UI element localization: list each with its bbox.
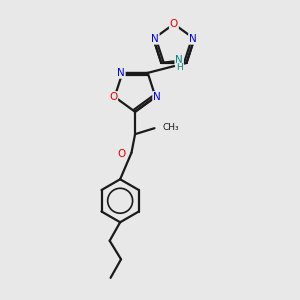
Text: H: H [176, 64, 182, 73]
Text: N: N [189, 34, 197, 44]
Text: N: N [153, 92, 161, 102]
Text: N: N [175, 55, 183, 65]
Text: O: O [170, 19, 178, 29]
Text: N: N [117, 68, 125, 78]
Text: CH₃: CH₃ [163, 123, 179, 132]
Text: N: N [151, 34, 159, 44]
Text: O: O [118, 148, 126, 159]
Text: O: O [109, 92, 117, 102]
